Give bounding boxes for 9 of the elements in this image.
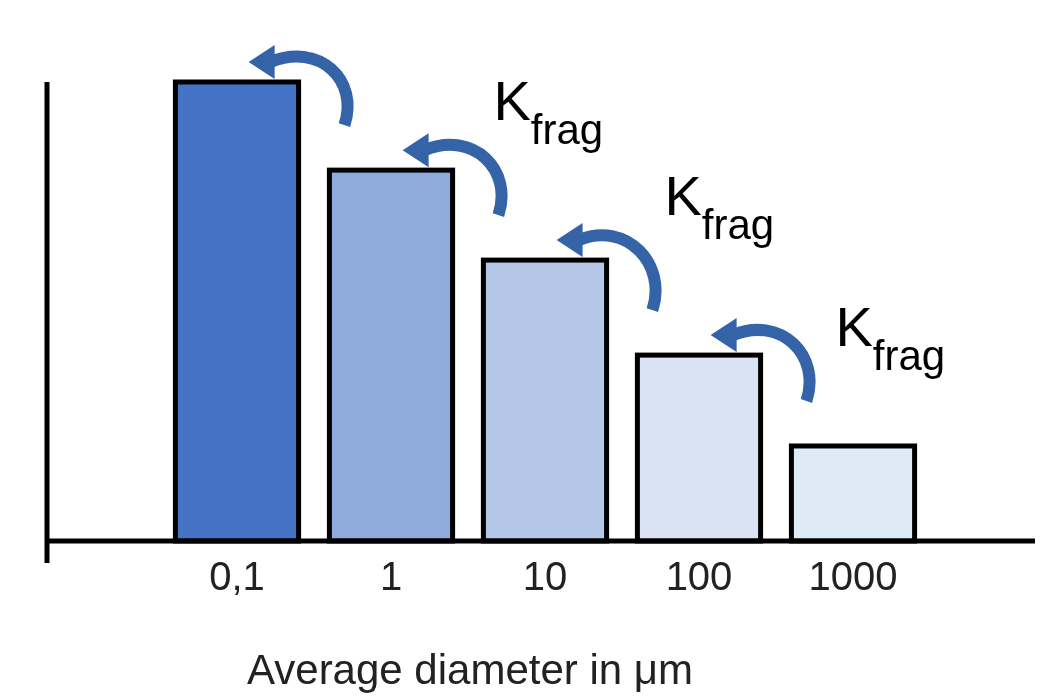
x-tick-label: 100 bbox=[665, 554, 733, 598]
x-tick-label: 1000 bbox=[808, 554, 898, 598]
x-axis-title: Average diameter in μm bbox=[247, 646, 693, 693]
annotation: K$_{frag}$ bbox=[493, 69, 604, 153]
x-tick-label: 10 bbox=[522, 554, 568, 598]
annotation: K$_{frag}$ bbox=[664, 164, 775, 248]
x-tick-label: 0,1 bbox=[209, 554, 265, 598]
annotation: K$_{frag}$ bbox=[835, 294, 946, 379]
x-tick-label: 1 bbox=[379, 554, 403, 598]
